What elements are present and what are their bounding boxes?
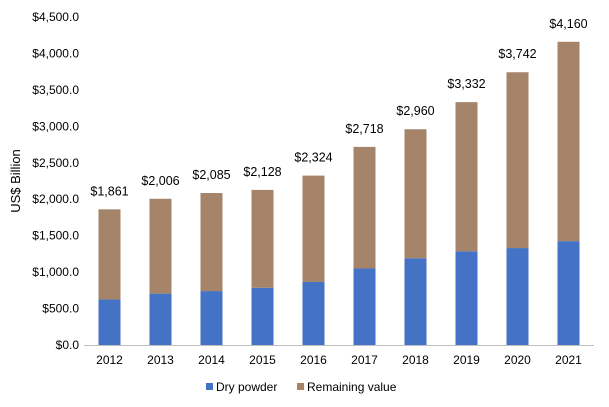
legend-swatch-remaining-value: [297, 383, 304, 390]
total-data-label: $3,332: [447, 77, 485, 91]
total-data-label: $4,160: [549, 17, 587, 31]
bar-segment-remaining-value: [353, 146, 376, 269]
bar-segment-dry-powder: [506, 248, 529, 345]
bar-segment-remaining-value: [251, 189, 274, 288]
total-data-label: $3,742: [498, 47, 536, 61]
y-tick-label: $4,000.0: [32, 46, 79, 60]
bar-segment-dry-powder: [149, 293, 172, 345]
bar-segment-dry-powder: [251, 287, 274, 345]
bar-segment-remaining-value: [455, 102, 478, 252]
bar-segment-dry-powder: [200, 291, 223, 345]
bar-segment-dry-powder: [455, 251, 478, 345]
x-axis-ticks: 2012 2013 2014 2015 2016 2017 2018 2019 2020 2021: [96, 353, 582, 367]
y-tick-label: $500.0: [42, 302, 79, 316]
bars-group: [98, 41, 580, 345]
y-tick-label: $4,500.0: [32, 10, 79, 24]
total-data-label: $1,861: [90, 184, 128, 198]
total-data-label: $2,960: [396, 104, 434, 118]
bar-segment-remaining-value: [98, 209, 121, 300]
y-axis-ticks: $0.0 $500.0 $1,000.0 $1,500.0 $2,000.0 $2,500…: [32, 10, 79, 352]
y-tick-label: $1,500.0: [32, 229, 79, 243]
x-tick-label: 2019: [453, 353, 480, 367]
y-tick-label: $1,000.0: [32, 265, 79, 279]
x-tick-label: 2021: [555, 353, 582, 367]
bar-segment-remaining-value: [302, 175, 325, 282]
bar-segment-remaining-value: [200, 193, 223, 292]
x-tick-label: 2017: [351, 353, 378, 367]
legend: Dry powder Remaining value: [206, 380, 397, 394]
bar-segment-dry-powder: [557, 241, 580, 345]
legend-swatch-dry-powder: [206, 383, 213, 390]
total-data-label: $2,718: [345, 122, 383, 136]
legend-label-dry-powder: Dry powder: [216, 380, 277, 394]
x-tick-label: 2013: [147, 353, 174, 367]
x-tick-label: 2016: [300, 353, 327, 367]
total-data-label: $2,085: [192, 168, 230, 182]
total-labels-group: $1,861 $2,006 $2,085 $2,128 $2,324 $2,718 $2,9…: [90, 17, 587, 199]
bar-segment-dry-powder: [98, 299, 121, 345]
bar-segment-remaining-value: [149, 198, 172, 294]
bar-segment-remaining-value: [404, 129, 427, 259]
bar-segment-remaining-value: [557, 41, 580, 242]
bar-segment-dry-powder: [404, 258, 427, 345]
x-tick-label: 2012: [96, 353, 123, 367]
bar-segment-dry-powder: [302, 281, 325, 345]
y-tick-label: $3,000.0: [32, 119, 79, 133]
y-axis-title-group: US$ Billion: [8, 149, 23, 213]
legend-label-remaining-value: Remaining value: [307, 380, 397, 394]
total-data-label: $2,128: [243, 165, 281, 179]
total-data-label: $2,324: [294, 151, 332, 165]
total-data-label: $2,006: [141, 174, 179, 188]
y-tick-label: $2,000.0: [32, 192, 79, 206]
x-tick-label: 2018: [402, 353, 429, 367]
y-tick-label: $3,500.0: [32, 83, 79, 97]
y-axis-title: US$ Billion: [8, 149, 23, 213]
bar-segment-remaining-value: [506, 72, 529, 249]
x-tick-label: 2015: [249, 353, 276, 367]
y-tick-label: $2,500.0: [32, 156, 79, 170]
x-tick-label: 2020: [504, 353, 531, 367]
bar-segment-dry-powder: [353, 268, 376, 345]
x-tick-label: 2014: [198, 353, 225, 367]
y-tick-label: $0.0: [56, 338, 80, 352]
